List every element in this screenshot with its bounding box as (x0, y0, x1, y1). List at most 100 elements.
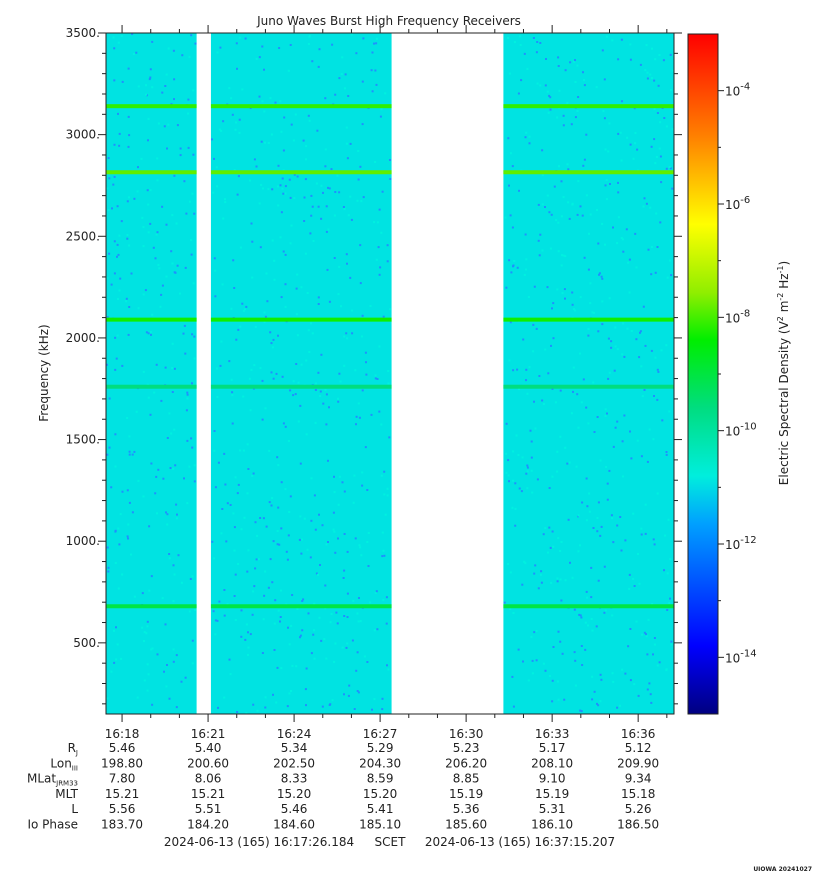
noise-speck (355, 669, 358, 672)
noise-speck (343, 335, 346, 338)
noise-speck (516, 368, 519, 371)
noise-speck (316, 129, 319, 132)
noise-speck (111, 207, 113, 210)
colorbar-ticks: 10-4 10-6 10-8 10-10 10-12 10-14 (718, 82, 757, 665)
noise-speck (627, 261, 630, 264)
noise-speck (289, 389, 292, 392)
emission-line (210, 170, 392, 175)
noise-speck (283, 116, 286, 119)
noise-speck (289, 242, 292, 245)
noise-speck (279, 620, 281, 623)
noise-speck (343, 490, 346, 493)
noise-speck (512, 705, 515, 708)
noise-speck (386, 260, 389, 263)
noise-speck (240, 528, 243, 531)
noise-speck (114, 529, 117, 532)
noise-speck (164, 366, 167, 369)
ephemeris-value: 15.19 (535, 787, 569, 801)
noise-speck (577, 180, 580, 183)
noise-speck (375, 37, 378, 40)
noise-speck (595, 86, 598, 89)
noise-speck (147, 117, 150, 120)
noise-speck (242, 309, 245, 312)
noise-speck (154, 257, 157, 260)
noise-speck (253, 364, 256, 367)
noise-speck (161, 284, 164, 287)
ephemeris-value: 5.34 (281, 741, 308, 755)
noise-speck (638, 356, 641, 359)
noise-speck (669, 558, 672, 561)
noise-speck (522, 660, 524, 663)
ephemeris-value: 209.90 (617, 756, 659, 770)
noise-speck (214, 269, 217, 272)
noise-speck (118, 144, 121, 147)
noise-speck (311, 205, 314, 208)
noise-speck (284, 192, 287, 195)
x-tick-label: 16:33 (535, 727, 570, 741)
noise-speck (650, 701, 653, 704)
noise-speck (658, 661, 661, 664)
noise-speck (612, 541, 615, 544)
noise-speck (306, 548, 309, 551)
noise-speck (333, 491, 336, 494)
noise-speck (144, 289, 147, 292)
noise-speck (153, 391, 156, 394)
noise-speck (128, 453, 131, 456)
noise-speck (364, 446, 367, 449)
noise-speck (505, 471, 508, 474)
noise-speck (128, 306, 131, 308)
noise-speck (328, 300, 331, 303)
noise-speck (310, 194, 313, 197)
noise-speck (173, 174, 176, 177)
noise-speck (600, 275, 603, 278)
noise-speck (561, 254, 563, 257)
noise-speck (320, 639, 323, 642)
noise-speck (646, 77, 649, 80)
noise-speck (290, 624, 293, 627)
noise-speck (226, 603, 229, 606)
noise-speck (243, 308, 246, 311)
noise-speck (552, 545, 555, 548)
noise-speck (371, 51, 374, 54)
noise-speck (524, 562, 527, 565)
noise-speck (220, 340, 223, 343)
noise-speck (560, 541, 563, 543)
noise-speck (507, 474, 510, 477)
noise-speck (588, 492, 591, 495)
noise-speck (568, 461, 571, 464)
noise-speck (671, 187, 674, 190)
noise-speck (585, 590, 588, 593)
noise-speck (616, 524, 619, 527)
noise-speck (518, 189, 520, 192)
noise-speck (140, 157, 143, 160)
noise-speck (141, 216, 144, 219)
emission-line (503, 604, 674, 609)
noise-speck (173, 98, 175, 101)
ephemeris-value: 15.18 (621, 787, 655, 801)
noise-speck (286, 705, 289, 708)
noise-speck (355, 415, 358, 418)
noise-speck (378, 345, 381, 348)
noise-speck (280, 667, 283, 670)
noise-speck (597, 501, 600, 504)
time-range-frame: SCET (375, 835, 407, 849)
noise-speck (142, 245, 145, 248)
noise-speck (149, 68, 152, 71)
noise-speck (256, 534, 259, 537)
noise-speck (544, 206, 546, 208)
noise-speck (362, 37, 365, 40)
noise-speck (650, 273, 653, 276)
noise-speck (271, 497, 274, 500)
noise-speck (143, 631, 146, 634)
noise-speck (190, 253, 193, 256)
noise-speck (311, 332, 314, 335)
noise-speck (126, 489, 129, 492)
noise-speck (509, 152, 512, 155)
noise-speck (608, 297, 611, 300)
noise-speck (147, 231, 150, 234)
noise-speck (341, 56, 344, 59)
noise-speck (264, 706, 267, 709)
noise-speck (333, 257, 336, 259)
noise-speck (386, 664, 388, 667)
noise-speck (221, 508, 224, 510)
